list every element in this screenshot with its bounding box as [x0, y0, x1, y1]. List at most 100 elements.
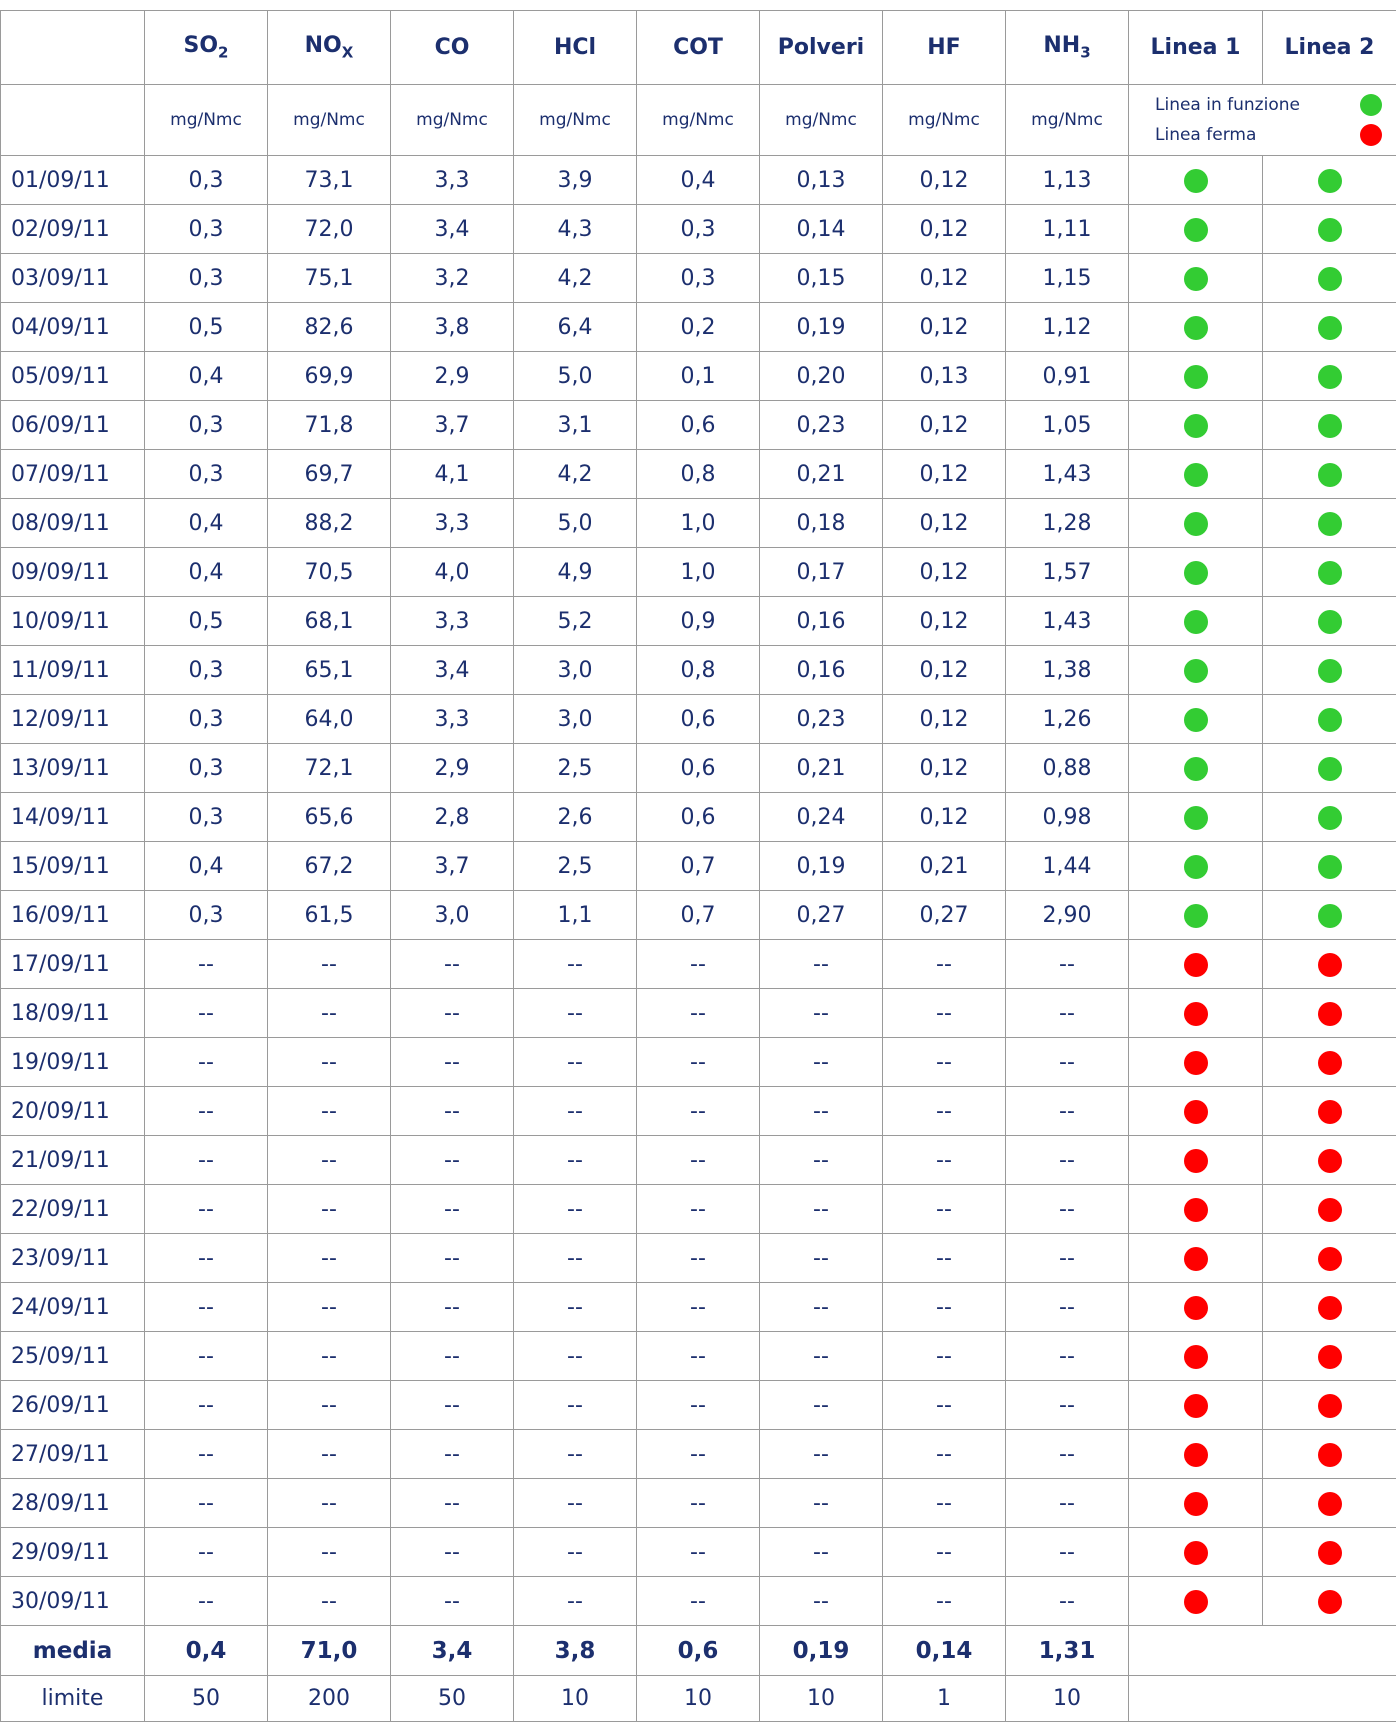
- status-cell: [1263, 842, 1396, 891]
- value-cell: --: [883, 1283, 1006, 1332]
- value-cell: --: [145, 1038, 268, 1087]
- value-cell: --: [145, 1528, 268, 1577]
- status-dot: [1318, 1051, 1342, 1075]
- unit-cell: mg/Nmc: [760, 85, 883, 156]
- value-cell: 3,7: [391, 842, 514, 891]
- value-cell: --: [514, 1332, 637, 1381]
- status-dot: [1318, 169, 1342, 193]
- value-cell: 0,13: [883, 352, 1006, 401]
- value-cell: 0,12: [883, 156, 1006, 205]
- value-cell: 0,9: [637, 597, 760, 646]
- value-cell: 1,12: [1006, 303, 1129, 352]
- value-cell: --: [145, 1332, 268, 1381]
- status-cell: [1129, 1577, 1263, 1626]
- data-row: 30/09/11----------------: [1, 1577, 1396, 1626]
- unit-cell: mg/Nmc: [637, 85, 760, 156]
- status-cell: [1263, 989, 1396, 1038]
- value-cell: --: [268, 1332, 391, 1381]
- value-cell: --: [145, 1479, 268, 1528]
- value-cell: 0,19: [760, 303, 883, 352]
- status-cell: [1129, 744, 1263, 793]
- value-cell: 72,1: [268, 744, 391, 793]
- status-cell: [1129, 793, 1263, 842]
- status-cell: [1129, 989, 1263, 1038]
- value-cell: --: [145, 1136, 268, 1185]
- status-cell: [1263, 1038, 1396, 1087]
- date-cell: 11/09/11: [1, 646, 145, 695]
- date-cell: 13/09/11: [1, 744, 145, 793]
- date-cell: 07/09/11: [1, 450, 145, 499]
- value-cell: --: [268, 940, 391, 989]
- line-header: Linea 1: [1129, 11, 1263, 85]
- column-name: COT: [673, 35, 723, 60]
- status-cell: [1129, 1136, 1263, 1185]
- date-cell: 16/09/11: [1, 891, 145, 940]
- value-cell: --: [391, 1332, 514, 1381]
- date-cell: 04/09/11: [1, 303, 145, 352]
- status-cell: [1263, 1185, 1396, 1234]
- data-row: 25/09/11----------------: [1, 1332, 1396, 1381]
- status-cell: [1263, 744, 1396, 793]
- status-dot: [1318, 1002, 1342, 1026]
- date-cell: 17/09/11: [1, 940, 145, 989]
- value-cell: --: [268, 1087, 391, 1136]
- unit-cell: mg/Nmc: [514, 85, 637, 156]
- value-cell: 0,12: [883, 695, 1006, 744]
- value-cell: --: [514, 989, 637, 1038]
- status-dot: [1184, 855, 1208, 879]
- value-cell: --: [145, 1185, 268, 1234]
- value-cell: 0,3: [145, 793, 268, 842]
- date-cell: 09/09/11: [1, 548, 145, 597]
- legend-dot: [1360, 94, 1382, 116]
- status-dot: [1184, 463, 1208, 487]
- status-cell: [1129, 254, 1263, 303]
- date-cell: 01/09/11: [1, 156, 145, 205]
- status-dot: [1184, 757, 1208, 781]
- value-cell: --: [391, 940, 514, 989]
- status-cell: [1129, 352, 1263, 401]
- value-cell: --: [760, 1283, 883, 1332]
- status-cell: [1129, 1528, 1263, 1577]
- status-cell: [1129, 646, 1263, 695]
- value-cell: --: [1006, 1430, 1129, 1479]
- date-cell: 28/09/11: [1, 1479, 145, 1528]
- status-dot: [1318, 267, 1342, 291]
- value-cell: 0,12: [883, 744, 1006, 793]
- column-header: COT: [637, 11, 760, 85]
- value-cell: 4,3: [514, 205, 637, 254]
- value-cell: 2,5: [514, 744, 637, 793]
- status-cell: [1129, 1332, 1263, 1381]
- status-dot: [1318, 1394, 1342, 1418]
- status-cell: [1129, 205, 1263, 254]
- value-cell: --: [883, 1136, 1006, 1185]
- value-cell: --: [1006, 940, 1129, 989]
- unit-cell: mg/Nmc: [883, 85, 1006, 156]
- value-cell: 2,9: [391, 744, 514, 793]
- data-row: 17/09/11----------------: [1, 940, 1396, 989]
- page: SO2NOXCOHClCOTPolveriHFNH3Linea 1Linea 2…: [0, 0, 1396, 1731]
- status-dot: [1318, 1590, 1342, 1614]
- date-cell: 03/09/11: [1, 254, 145, 303]
- value-cell: --: [391, 1283, 514, 1332]
- value-cell: 3,4: [391, 646, 514, 695]
- date-cell: 14/09/11: [1, 793, 145, 842]
- status-dot: [1184, 806, 1208, 830]
- status-dot: [1318, 953, 1342, 977]
- value-cell: --: [391, 1185, 514, 1234]
- value-cell: --: [268, 1381, 391, 1430]
- value-cell: --: [760, 1479, 883, 1528]
- date-cell: 30/09/11: [1, 1577, 145, 1626]
- status-dot: [1184, 1443, 1208, 1467]
- date-cell: 05/09/11: [1, 352, 145, 401]
- value-cell: --: [514, 1234, 637, 1283]
- status-dot: [1318, 365, 1342, 389]
- status-cell: [1263, 450, 1396, 499]
- value-cell: --: [637, 1185, 760, 1234]
- value-cell: 0,3: [145, 156, 268, 205]
- status-dot: [1184, 1100, 1208, 1124]
- value-cell: --: [883, 1381, 1006, 1430]
